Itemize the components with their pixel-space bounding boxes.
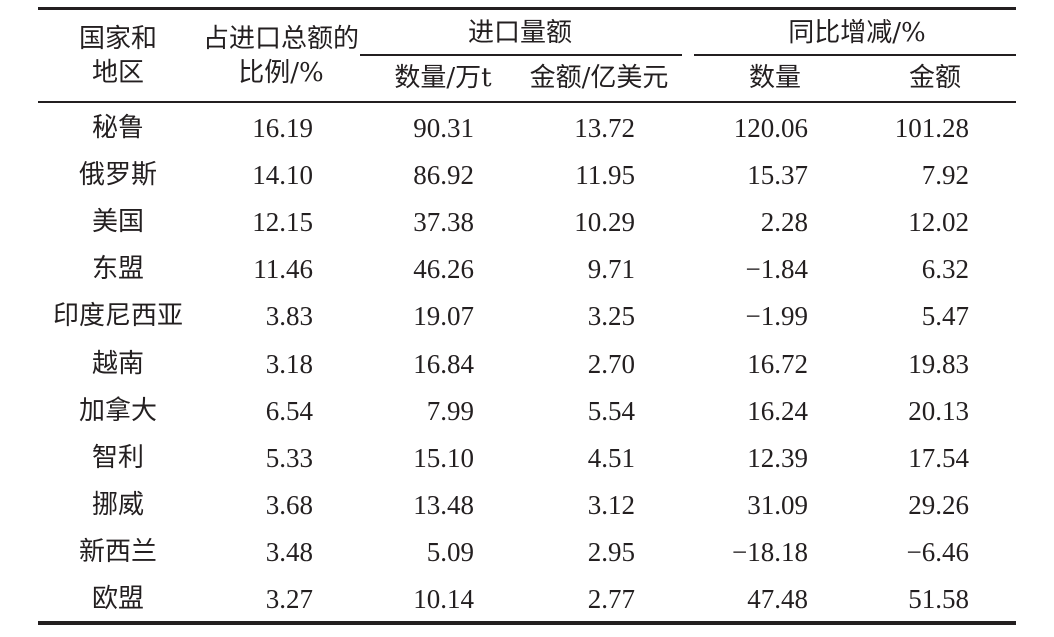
cell-share: 5.33	[265, 442, 313, 473]
cell-yoy-amt: 29.26	[908, 489, 969, 520]
cell-region: 欧盟	[91, 584, 145, 614]
header-region-line2: 地区	[91, 58, 145, 88]
cell-import-qty: 19.07	[413, 301, 474, 332]
header-bottom-rule	[38, 101, 1016, 103]
cell-import-amt: 3.12	[587, 489, 635, 520]
cell-import-qty: 46.26	[413, 254, 474, 285]
cell-yoy-qty: 15.37	[747, 160, 808, 191]
cell-import-amt: 9.71	[587, 254, 635, 285]
cell-share: 6.54	[265, 395, 313, 426]
cell-yoy-qty: 16.72	[747, 348, 808, 379]
cell-share: 11.46	[253, 254, 313, 285]
header-share-line1: 占进口总额的	[202, 24, 360, 54]
cell-import-amt: 4.51	[587, 442, 635, 473]
cell-yoy-qty: −1.84	[745, 254, 808, 285]
header-import-group: 进口量额	[467, 18, 573, 48]
cell-yoy-qty: −18.18	[732, 536, 808, 567]
cell-import-amt: 5.54	[587, 395, 635, 426]
cell-region: 美国	[91, 207, 145, 238]
cell-yoy-qty: 2.28	[760, 207, 808, 238]
cell-yoy-amt: 12.02	[908, 207, 969, 238]
cell-import-amt: 2.70	[587, 348, 635, 379]
yoy-group-rule	[694, 54, 1016, 56]
header-yoy-qty: 数量	[748, 63, 802, 93]
cell-yoy-amt: 101.28	[894, 113, 969, 143]
header-share-line2: 比例/%	[238, 58, 324, 88]
cell-import-qty: 90.31	[413, 113, 474, 143]
cell-import-qty: 7.99	[426, 395, 474, 426]
cell-import-amt: 2.77	[587, 584, 635, 614]
cell-region: 智利	[91, 442, 145, 473]
cell-region: 加拿大	[78, 395, 158, 426]
header-yoy-amt: 金额	[908, 63, 962, 93]
cell-yoy-qty: 16.24	[747, 395, 808, 426]
cell-import-amt: 13.72	[574, 113, 635, 143]
cell-import-amt: 10.29	[574, 207, 635, 238]
cell-import-qty: 5.09	[426, 536, 474, 567]
cell-import-amt: 3.25	[587, 301, 635, 332]
cell-yoy-qty: −1.99	[745, 301, 808, 332]
cell-import-qty: 15.10	[413, 442, 474, 473]
cell-region: 新西兰	[78, 536, 158, 567]
cell-share: 3.27	[265, 584, 313, 614]
cell-yoy-amt: 17.54	[908, 442, 969, 473]
header-import-amt: 金额/亿美元	[529, 63, 669, 93]
cell-yoy-qty: 120.06	[733, 113, 808, 143]
cell-import-qty: 37.38	[413, 207, 474, 238]
cell-region: 越南	[91, 348, 145, 379]
cell-yoy-amt: 6.32	[921, 254, 969, 285]
cell-import-qty: 16.84	[413, 348, 474, 379]
cell-region: 东盟	[91, 254, 145, 285]
cell-share: 3.18	[265, 348, 313, 379]
cell-share: 3.83	[265, 301, 313, 332]
cell-yoy-amt: 20.13	[908, 395, 969, 426]
table-bottom-rule	[38, 621, 1016, 625]
cell-region: 挪威	[91, 489, 145, 520]
header-import-qty: 数量/万t	[394, 63, 492, 93]
cell-share: 16.19	[252, 113, 313, 143]
cell-yoy-qty: 31.09	[747, 489, 808, 520]
cell-import-qty: 13.48	[413, 489, 474, 520]
cell-yoy-amt: 19.83	[908, 348, 969, 379]
cell-import-qty: 10.14	[413, 584, 474, 614]
cell-share: 3.68	[265, 489, 313, 520]
cell-region: 秘鲁	[91, 113, 145, 143]
cell-import-amt: 11.95	[575, 160, 635, 191]
cell-yoy-qty: 47.48	[747, 584, 808, 614]
cell-yoy-amt: 5.47	[921, 301, 969, 332]
table-top-rule	[38, 7, 1016, 10]
cell-yoy-amt: 7.92	[921, 160, 969, 191]
cell-share: 3.48	[265, 536, 313, 567]
cell-import-amt: 2.95	[587, 536, 635, 567]
cell-region: 印度尼西亚	[52, 301, 184, 332]
cell-yoy-amt: −6.46	[906, 536, 969, 567]
cell-region: 俄罗斯	[78, 160, 158, 191]
import-group-rule	[360, 54, 682, 56]
cell-share: 14.10	[252, 160, 313, 191]
cell-yoy-qty: 12.39	[747, 442, 808, 473]
cell-import-qty: 86.92	[413, 160, 474, 191]
header-yoy-group: 同比增减/%	[788, 18, 926, 48]
header-region-line1: 国家和	[78, 24, 158, 54]
cell-share: 12.15	[252, 207, 313, 238]
cell-yoy-amt: 51.58	[908, 584, 969, 614]
